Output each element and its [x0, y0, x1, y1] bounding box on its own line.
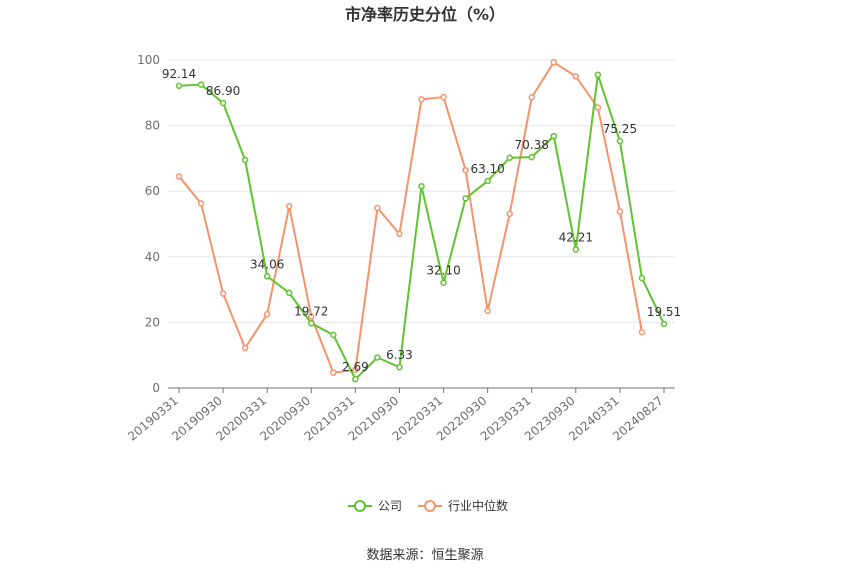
data-point	[352, 375, 359, 383]
legend-marker	[354, 500, 366, 512]
data-point	[308, 320, 315, 327]
data-point	[374, 204, 381, 212]
data-point	[285, 203, 293, 210]
y-axis: 0 20 40 60 80 100	[137, 53, 160, 395]
data-point	[506, 154, 513, 161]
data-point	[528, 153, 535, 161]
series-line	[178, 73, 665, 381]
legend-label: 行业中位数	[448, 498, 508, 513]
data-label: 70.38	[515, 138, 549, 152]
data-label: 86.90	[206, 84, 240, 98]
data-label: 42.21	[559, 231, 593, 245]
data-point	[175, 82, 183, 90]
legend-item-0: 公司	[348, 499, 402, 513]
legend-label: 公司	[378, 499, 402, 513]
data-point	[440, 93, 447, 101]
series	[175, 59, 668, 383]
data-point	[330, 369, 337, 376]
data-point	[197, 81, 205, 88]
data-point	[396, 363, 403, 371]
data-point	[418, 183, 425, 190]
data-point	[197, 200, 205, 207]
y-tick-label: 60	[145, 184, 160, 198]
series-1	[175, 59, 646, 376]
data-label: 32.10	[426, 264, 460, 278]
data-point	[308, 313, 315, 320]
data-point	[638, 274, 646, 282]
data-point	[550, 59, 558, 66]
data-point	[241, 156, 249, 164]
data-point	[352, 366, 359, 374]
series-0	[175, 71, 668, 383]
data-point	[616, 137, 624, 145]
data-point	[550, 132, 558, 140]
data-point	[484, 307, 491, 315]
source-note: 数据来源：恒生聚源	[366, 548, 483, 563]
chart-title: 市净率历史分位（%）	[345, 5, 505, 24]
series-line	[178, 61, 643, 374]
data-point	[572, 73, 580, 80]
data-point	[506, 210, 513, 218]
data-point	[660, 320, 668, 328]
data-point	[462, 166, 469, 174]
data-point	[330, 331, 337, 339]
legend-marker	[424, 500, 436, 512]
data-label: 6.33	[386, 348, 413, 362]
legend-item-1: 行业中位数	[418, 498, 508, 513]
data-point	[616, 208, 624, 215]
data-point	[374, 354, 381, 361]
data-point	[572, 246, 580, 253]
data-point	[638, 328, 646, 336]
data-point	[594, 71, 602, 79]
data-label: 63.10	[470, 162, 504, 176]
data-point	[241, 344, 249, 352]
y-tick-label: 0	[152, 381, 160, 395]
data-point	[484, 177, 491, 185]
data-point	[440, 279, 447, 286]
x-axis: 2019033120190930202003312020093020210331…	[125, 387, 675, 444]
legend: 公司 行业中位数	[348, 498, 508, 513]
data-point	[175, 173, 183, 180]
data-label: 2.69	[342, 360, 369, 374]
data-label: 34.06	[250, 257, 284, 271]
data-point	[285, 289, 293, 297]
data-point	[528, 94, 535, 101]
data-label: 19.51	[647, 305, 681, 319]
data-point	[594, 104, 602, 111]
data-label: 75.25	[603, 122, 637, 136]
data-point	[462, 195, 469, 202]
data-label: 92.14	[162, 67, 196, 81]
y-tick-label: 100	[137, 53, 160, 67]
data-point	[418, 96, 425, 103]
y-tick-label: 40	[145, 250, 160, 264]
data-point	[396, 230, 403, 238]
data-point	[263, 310, 271, 318]
data-point	[219, 99, 227, 107]
data-labels: 92.14 86.90 34.06 19.72 2.69 6.33 32.10 63.10 70…	[162, 67, 681, 374]
y-tick-label: 20	[145, 315, 160, 329]
data-point	[263, 273, 271, 280]
data-point	[219, 290, 227, 297]
y-tick-label: 80	[145, 119, 160, 133]
data-label: 19.72	[294, 304, 328, 318]
